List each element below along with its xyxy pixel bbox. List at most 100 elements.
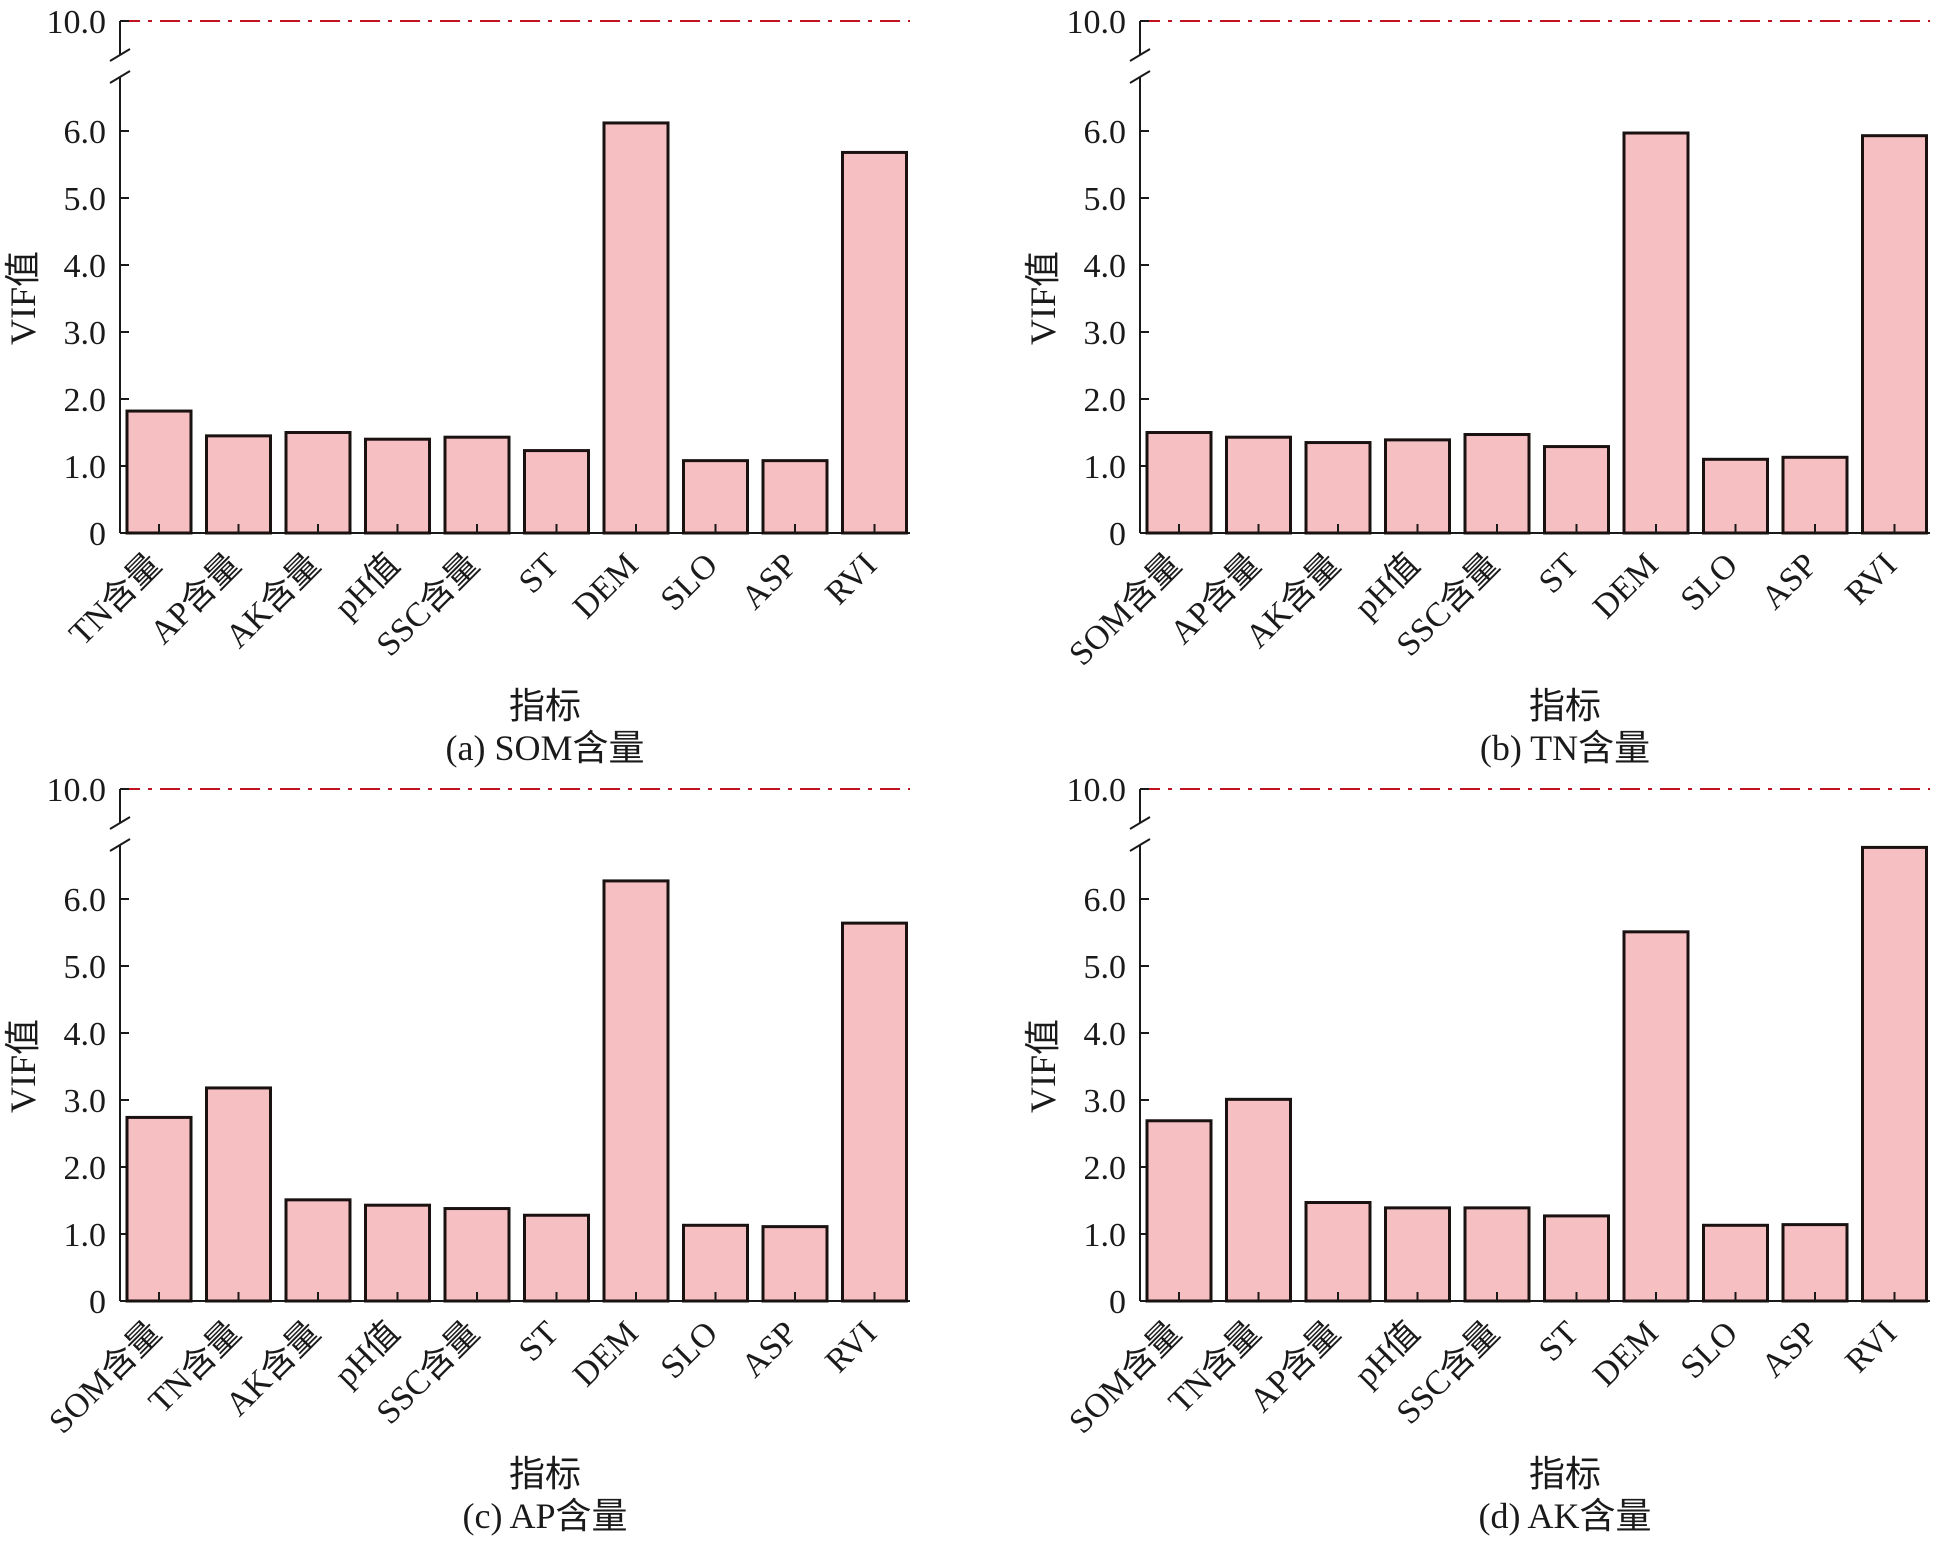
- y-tick-label: 0: [1109, 1284, 1126, 1321]
- bar: [1781, 455, 1849, 535]
- bar: [1304, 1201, 1372, 1303]
- bar: [205, 1086, 272, 1303]
- x-tick-label: DEM: [1586, 546, 1666, 626]
- y-tick-label: 5.0: [64, 181, 107, 218]
- y-tick-label: 5.0: [1084, 181, 1127, 218]
- x-tick-label: SLO: [654, 1314, 726, 1386]
- y-tick-label: 4.0: [64, 1016, 107, 1053]
- y-tick-label: 1.0: [64, 449, 107, 486]
- y-axis-title: VIF值: [3, 251, 43, 345]
- bar: [1543, 1214, 1610, 1303]
- x-tick-label: DEM: [1586, 1314, 1666, 1394]
- bar: [125, 1115, 193, 1303]
- bar: [1384, 438, 1451, 535]
- y-tick-label: 2.0: [64, 382, 107, 419]
- x-tick-label: ASP: [1754, 546, 1824, 616]
- bar: [1384, 1206, 1451, 1303]
- y-tick-label: 1.0: [1084, 449, 1127, 486]
- bar: [1225, 435, 1292, 535]
- bar: [284, 431, 352, 535]
- x-axis-title: 指标: [509, 1454, 581, 1494]
- x-axis-title: 指标: [509, 686, 581, 726]
- bar: [1702, 457, 1769, 535]
- x-tick-label: ST: [1532, 1314, 1586, 1368]
- y-axis-title: VIF值: [1023, 251, 1063, 345]
- panel-caption: (b) TN含量: [1480, 728, 1650, 768]
- y-tick-label: 4.0: [64, 248, 107, 285]
- y-tick-label: 5.0: [1084, 949, 1127, 986]
- bar: [841, 921, 908, 1303]
- y-tick-label: 5.0: [64, 949, 107, 986]
- axis-break-mark-top: [109, 816, 131, 830]
- bar: [1543, 445, 1610, 535]
- bar: [523, 449, 590, 535]
- axis-break-mark-top: [109, 48, 131, 62]
- bar: [841, 150, 908, 535]
- y-tick-label: 1.0: [64, 1217, 107, 1254]
- y-tick-label: 3.0: [64, 315, 107, 352]
- bar: [1463, 433, 1531, 535]
- y-tick-label: 6.0: [64, 114, 107, 151]
- axis-break-mark-top: [1129, 48, 1151, 62]
- bar: [523, 1213, 590, 1303]
- y-tick-label: 2.0: [1084, 1150, 1127, 1187]
- y-tick-label: 10.0: [47, 4, 107, 41]
- y-tick-label: 0: [89, 516, 106, 553]
- bar: [602, 121, 670, 535]
- y-tick-label: 1.0: [1084, 1217, 1127, 1254]
- x-tick-label: SLO: [654, 546, 726, 618]
- axis-break-mark-bottom: [109, 838, 131, 852]
- axis-break-mark-bottom: [109, 70, 131, 84]
- y-tick-label: 2.0: [1084, 382, 1127, 419]
- axis-break-mark-bottom: [1129, 70, 1151, 84]
- y-tick-label: 3.0: [1084, 315, 1127, 352]
- y-tick-label: 0: [89, 1284, 106, 1321]
- x-tick-label: SLO: [1674, 1314, 1746, 1386]
- x-tick-label: ASP: [1754, 1314, 1824, 1384]
- bar: [1861, 134, 1928, 535]
- bar: [205, 434, 272, 535]
- y-tick-label: 3.0: [1084, 1083, 1127, 1120]
- y-axis-title: VIF值: [1023, 1019, 1063, 1113]
- bar: [443, 1207, 511, 1303]
- x-tick-label: RVI: [1839, 546, 1905, 612]
- y-tick-label: 6.0: [1084, 882, 1127, 919]
- x-tick-label: AP含量: [1242, 1314, 1348, 1420]
- bar: [1304, 441, 1372, 535]
- y-tick-label: 10.0: [47, 772, 107, 809]
- y-tick-label: 10.0: [1067, 4, 1127, 41]
- bar: [1225, 1097, 1292, 1303]
- x-tick-label: SLO: [1674, 546, 1746, 618]
- panel-caption: (d) AK含量: [1479, 1496, 1652, 1536]
- bar: [1622, 131, 1690, 535]
- y-tick-label: 6.0: [64, 882, 107, 919]
- axis-break-mark-top: [1129, 816, 1151, 830]
- bar: [602, 879, 670, 1303]
- x-tick-label: SOM含量: [1062, 546, 1189, 673]
- x-tick-label: SOM含量: [1062, 1314, 1189, 1441]
- bar: [125, 409, 193, 535]
- bar: [682, 459, 749, 535]
- x-axis-title: 指标: [1529, 686, 1601, 726]
- bar: [1145, 431, 1213, 535]
- bar: [761, 1225, 829, 1303]
- y-tick-label: 3.0: [64, 1083, 107, 1120]
- y-axis-title: VIF值: [3, 1019, 43, 1113]
- y-tick-label: 10.0: [1067, 772, 1127, 809]
- bar: [682, 1223, 749, 1303]
- bar: [1702, 1223, 1769, 1303]
- x-tick-label: RVI: [819, 546, 885, 612]
- panel-caption: (c) AP含量: [463, 1496, 628, 1536]
- x-tick-label: ASP: [734, 1314, 804, 1384]
- x-tick-label: SOM含量: [42, 1314, 169, 1441]
- axis-break-mark-bottom: [1129, 838, 1151, 852]
- x-tick-label: ST: [512, 1314, 566, 1368]
- panel-caption: (a) SOM含量: [446, 728, 645, 768]
- bar: [1781, 1223, 1849, 1303]
- y-tick-label: 4.0: [1084, 248, 1127, 285]
